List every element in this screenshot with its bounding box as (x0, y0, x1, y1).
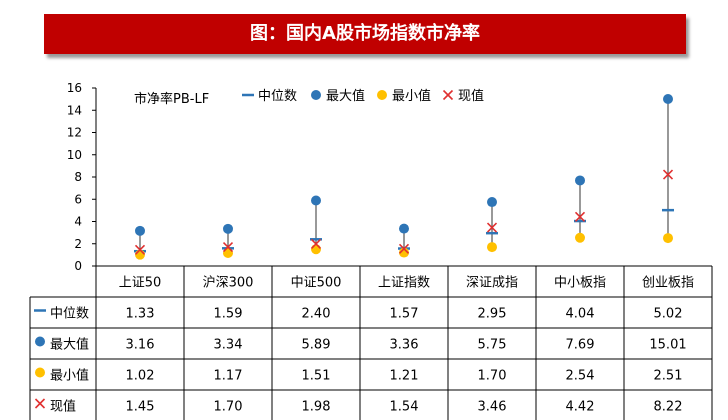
table-cell: 4.04 (566, 307, 595, 322)
table-cell: 1.59 (214, 307, 243, 322)
current-point (310, 238, 322, 250)
table-cell: 1.02 (126, 369, 155, 384)
legend-symbol-min (377, 90, 387, 100)
max-point (311, 195, 321, 206)
x-category-label: 上证50 (119, 276, 162, 291)
max-point (575, 175, 585, 186)
table-cell: 1.51 (302, 369, 331, 384)
max-point (135, 225, 145, 236)
cross-stroke (442, 89, 454, 101)
title-banner: 图：国内A股市场指数市净率 (44, 14, 686, 54)
cross-stroke (222, 242, 234, 253)
axis-label: 市净率PB-LF (134, 91, 209, 107)
cross-stroke (398, 243, 410, 254)
min-point (663, 233, 673, 244)
legend-symbol-max (311, 90, 321, 100)
min-point (487, 242, 497, 253)
row-symbol-max (35, 336, 45, 347)
table-cell: 1.33 (126, 307, 155, 322)
legend-symbol-current (442, 89, 454, 101)
table-cell: 1.17 (214, 369, 243, 384)
y-tick-label: 16 (67, 81, 82, 95)
chart-title: 图：国内A股市场指数市净率 (250, 23, 480, 44)
y-tick-label: 10 (67, 148, 82, 162)
current-point (662, 169, 674, 180)
legend-label: 最小值 (392, 88, 431, 104)
y-tick-label: 8 (74, 170, 82, 184)
table-cell: 1.98 (302, 400, 331, 415)
table-cell: 2.40 (302, 307, 331, 322)
row-label: 现值 (50, 399, 76, 415)
cross-stroke (310, 238, 322, 250)
table-cell: 3.46 (478, 400, 507, 415)
table-cell: 5.89 (302, 338, 331, 353)
table-cell: 1.21 (390, 369, 419, 384)
y-tick-label: 12 (67, 126, 82, 140)
max-point (399, 223, 409, 234)
min-point (575, 232, 585, 243)
y-tick-label: 4 (74, 215, 82, 229)
row-label: 最大值 (50, 337, 89, 353)
max-point (663, 94, 673, 105)
table-cell: 4.42 (566, 400, 595, 415)
y-tick-label: 6 (74, 192, 82, 206)
x-category-label: 创业板指 (642, 276, 694, 291)
current-point (398, 243, 410, 254)
x-category-label: 中小板指 (554, 276, 606, 291)
legend-label: 中位数 (258, 89, 297, 104)
table-cell: 8.22 (654, 400, 683, 415)
table-cell: 2.51 (654, 369, 683, 384)
current-point (222, 242, 234, 253)
cross-stroke (662, 169, 674, 180)
table-cell: 1.57 (390, 307, 419, 322)
table-cell: 3.16 (126, 338, 155, 353)
table-cell: 1.45 (126, 400, 155, 415)
x-category-label: 深证成指 (466, 276, 518, 291)
table-cell: 1.54 (390, 400, 419, 415)
table-cell: 7.69 (566, 338, 595, 353)
max-point (487, 197, 497, 208)
row-symbol-min (35, 367, 45, 378)
cross-stroke (486, 222, 498, 233)
table-cell: 1.70 (214, 400, 243, 415)
current-point (574, 211, 586, 222)
min-point (311, 244, 321, 255)
y-tick-label: 0 (74, 259, 82, 273)
current-point (486, 222, 498, 233)
y-tick-label: 2 (74, 237, 82, 251)
x-category-label: 上证指数 (378, 276, 430, 291)
table-cell: 2.54 (566, 369, 595, 384)
table-cell: 1.70 (478, 369, 507, 384)
row-label: 最小值 (50, 368, 89, 384)
max-point (223, 223, 233, 234)
row-label: 中位数 (50, 307, 89, 322)
min-point (135, 249, 145, 260)
table-cell: 3.34 (214, 338, 243, 353)
table-cell: 5.75 (478, 338, 507, 353)
x-category-label: 中证500 (291, 276, 342, 291)
cross-stroke (574, 211, 586, 222)
cross-stroke (134, 244, 146, 255)
min-point (399, 247, 409, 258)
x-category-label: 沪深300 (203, 275, 254, 291)
cross-stroke (34, 398, 46, 409)
current-point (134, 244, 146, 255)
table-cell: 5.02 (654, 307, 683, 322)
legend-label: 最大值 (326, 88, 365, 104)
legend-label: 现值 (458, 88, 484, 104)
row-symbol-current (34, 398, 46, 409)
table-cell: 3.36 (390, 338, 419, 353)
y-tick-label: 14 (67, 103, 82, 117)
table-cell: 2.95 (478, 307, 507, 322)
table-cell: 15.01 (649, 338, 686, 353)
